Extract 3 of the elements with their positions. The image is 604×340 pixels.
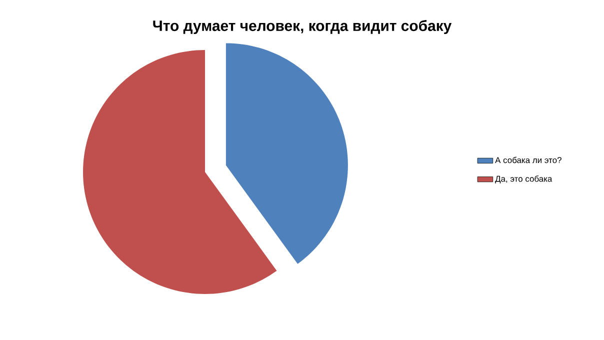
legend-label: Да, это собака bbox=[495, 175, 552, 184]
legend-label: А собака ли это? bbox=[495, 156, 562, 164]
chart-title: Что думает человек, когда видит собаку bbox=[153, 20, 452, 34]
